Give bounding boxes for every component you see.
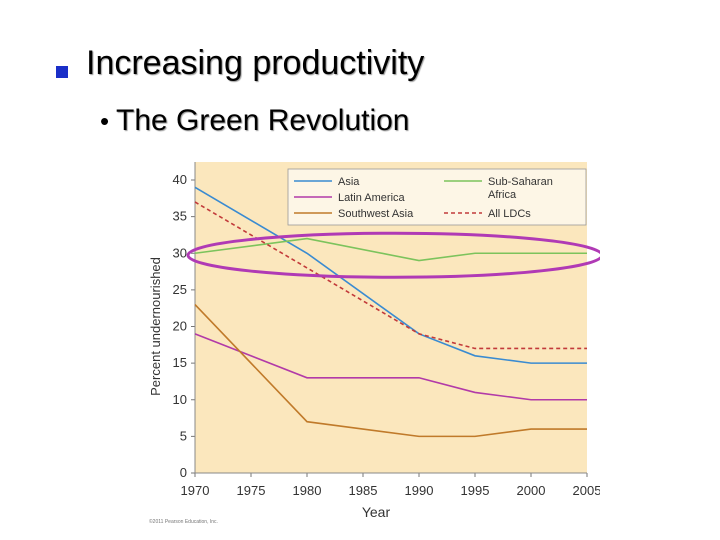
legend-label: Sub-Saharan — [488, 176, 553, 188]
series-line-sub-saharan-africa — [194, 237, 587, 262]
x-tick-label: 1975 — [237, 483, 266, 498]
y-tick-label: 30 — [173, 245, 187, 260]
y-tick-label: 35 — [173, 209, 187, 224]
legend-label: Africa — [488, 189, 517, 201]
slide-bullet-square — [56, 66, 68, 78]
x-tick-label: 1985 — [349, 483, 378, 498]
series-line-southwest-asia — [194, 303, 587, 438]
x-tick-label: 1995 — [461, 483, 490, 498]
y-tick-label: 40 — [173, 172, 187, 187]
y-tick-label: 25 — [173, 282, 187, 297]
y-tick-label: 15 — [173, 355, 187, 370]
x-tick-label: 2005 — [573, 483, 600, 498]
x-axis-title: Year — [362, 504, 391, 520]
y-tick-label: 5 — [180, 428, 187, 443]
slide-title: Increasing productivity — [86, 44, 425, 82]
sub-bullet-dot: • — [100, 106, 110, 136]
x-tick-label: 1980 — [293, 483, 322, 498]
series-line-asia — [194, 186, 587, 364]
undernourished-line-chart: 0 5 10 15 20 25 30 35 40 1970 1975 1980 1985 1990 1995… — [148, 162, 600, 520]
x-tick-label: 1970 — [181, 483, 210, 498]
y-axis-title: Percent undernourished — [148, 257, 163, 396]
legend-label: Asia — [338, 176, 360, 188]
legend-label: Latin America — [338, 192, 406, 204]
legend-label: Southwest Asia — [338, 208, 414, 220]
series-line-all-ldcs — [194, 201, 587, 350]
series-line-latin-america — [194, 333, 587, 401]
copyright-note: ©2011 Pearson Education, Inc. — [149, 519, 218, 525]
slide-subtitle: The Green Revolution — [116, 104, 410, 137]
highlight-ellipse — [186, 231, 600, 279]
x-tick-label: 1990 — [405, 483, 434, 498]
x-tick-label: 2000 — [517, 483, 546, 498]
y-tick-label: 10 — [173, 392, 187, 407]
y-tick-label: 20 — [173, 319, 187, 334]
legend-box — [287, 168, 587, 226]
y-tick-label: 0 — [180, 465, 187, 480]
legend-label: All LDCs — [488, 208, 531, 220]
